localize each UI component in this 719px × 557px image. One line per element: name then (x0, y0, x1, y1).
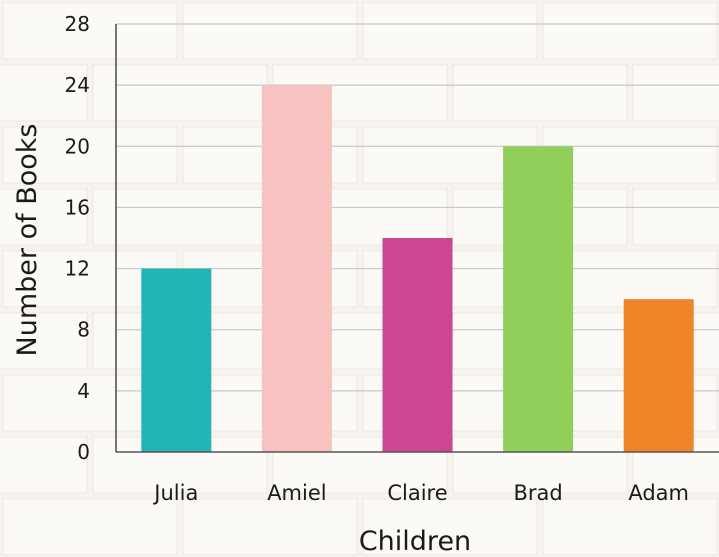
y-tick-label: 8 (77, 318, 90, 342)
brick (0, 312, 88, 370)
brick (452, 64, 628, 122)
brick (632, 188, 719, 246)
brick (632, 64, 719, 122)
bar-julia (141, 268, 212, 452)
brick (0, 436, 88, 494)
y-tick-label: 16 (65, 195, 90, 219)
brick (362, 2, 538, 60)
bar-adam (623, 299, 694, 452)
brick (542, 2, 718, 60)
y-axis-ticks: 0 4 8 12 16 20 24 28 (65, 12, 90, 464)
y-tick-label: 28 (65, 12, 90, 36)
bar-brad (503, 146, 574, 453)
y-tick-label: 12 (65, 257, 90, 281)
bars (141, 85, 694, 453)
brick (2, 126, 178, 184)
brick (2, 2, 178, 60)
brick (362, 498, 538, 556)
x-tick-label: Brad (513, 481, 562, 505)
y-tick-label: 20 (65, 134, 90, 158)
y-axis-title: Number of Books (12, 124, 43, 357)
x-tick-label: Julia (152, 481, 198, 505)
brick (0, 64, 88, 122)
brick (542, 498, 718, 556)
brick (182, 2, 358, 60)
y-tick-label: 4 (77, 379, 90, 403)
brick (0, 188, 88, 246)
x-tick-label: Claire (387, 481, 447, 505)
brick (92, 64, 268, 122)
x-axis-labels: Julia Amiel Claire Brad Adam (152, 481, 689, 505)
x-tick-label: Adam (628, 481, 689, 505)
y-tick-label: 0 (77, 440, 90, 464)
x-tick-label: Amiel (267, 481, 326, 505)
bar-claire (382, 238, 453, 452)
brick (92, 188, 268, 246)
y-tick-label: 24 (65, 73, 90, 97)
bar-amiel (261, 85, 332, 453)
brick (2, 498, 178, 556)
x-axis-title: Children (359, 526, 471, 557)
brick (92, 436, 268, 494)
brick (182, 498, 358, 556)
